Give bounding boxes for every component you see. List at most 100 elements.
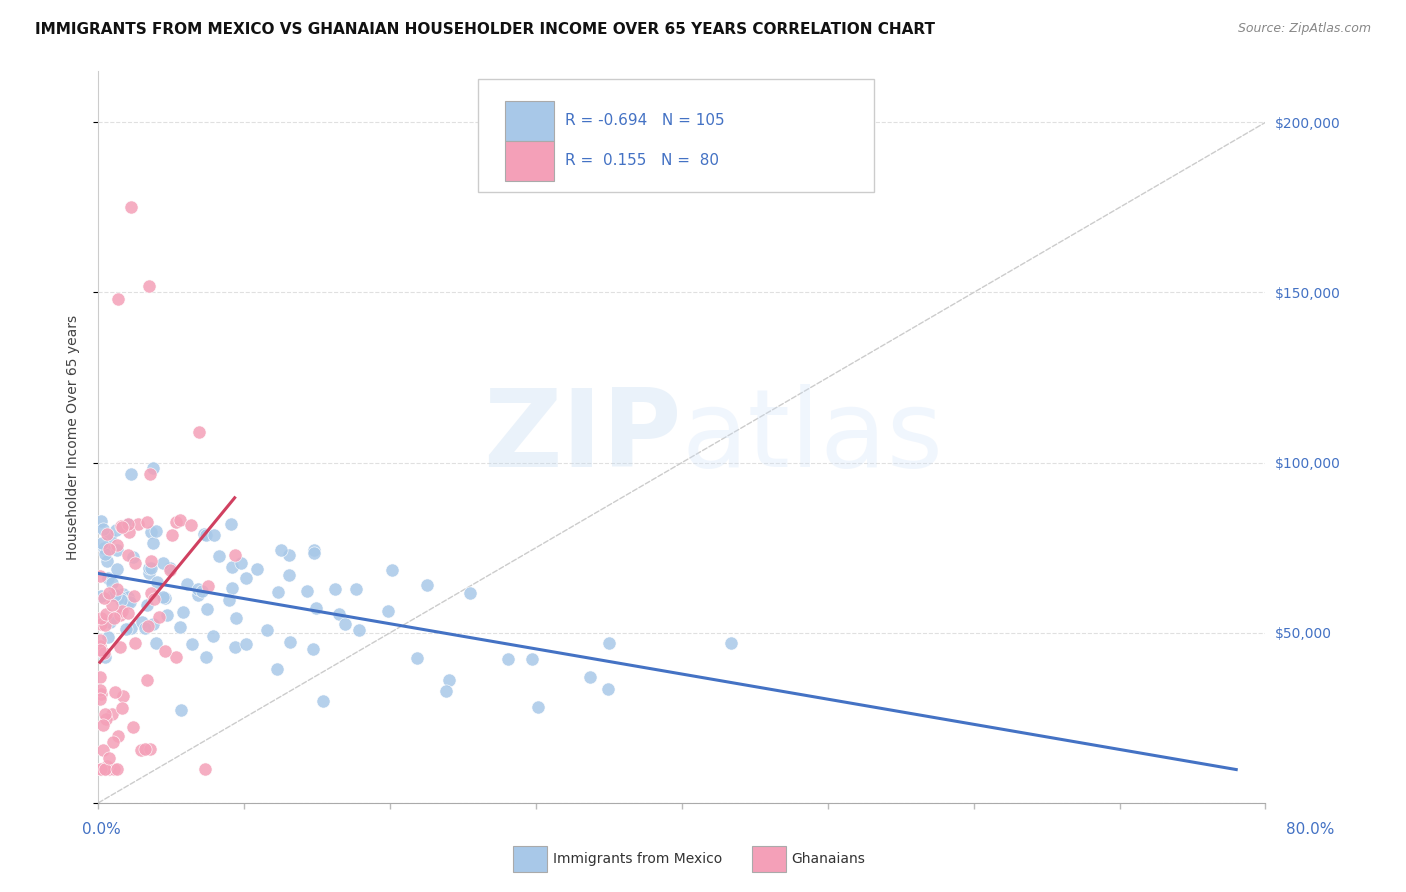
Point [97,630,120,644]
Point [135,599,157,613]
Point [91,522,114,536]
Point [127,517,149,532]
Point [105,762,128,776]
Point [93,591,115,605]
Point [221,517,243,532]
Point [122,589,145,603]
Point [596,682,619,697]
FancyBboxPatch shape [478,78,875,192]
Point [405,650,427,665]
Point [101,598,124,612]
Point [90,687,112,701]
Point [138,467,160,481]
Point [117,590,139,604]
Point [105,543,128,558]
Point [111,604,134,618]
Point [218,593,240,607]
Point [221,582,243,596]
Point [111,701,134,715]
Point [141,586,163,600]
Point [312,694,335,708]
Point [235,637,257,651]
Point [146,574,169,589]
Point [143,591,166,606]
Text: Ghanaians: Ghanaians [792,852,866,866]
Point [110,519,132,533]
Point [159,563,181,577]
Point [97,762,120,776]
Point [202,528,225,542]
Point [112,597,135,611]
Point [114,622,136,636]
Point [98,615,121,629]
Point [120,201,142,215]
Point [172,605,194,619]
Point [526,699,548,714]
Point [141,525,163,540]
Point [169,513,191,527]
Point [94,762,117,776]
Point [156,607,179,622]
Point [145,636,167,650]
Point [194,528,217,542]
Point [117,549,139,563]
Point [96,526,118,541]
Point [122,720,145,734]
Point [90,611,112,625]
Point [93,541,115,556]
Point [94,707,117,722]
Point [270,543,292,558]
Point [111,690,134,704]
Point [105,538,128,552]
Point [145,524,167,538]
Text: Immigrants from Mexico: Immigrants from Mexico [553,852,721,866]
Point [91,742,114,756]
Point [91,717,114,731]
Point [416,578,439,592]
Point [302,543,325,558]
Point [278,567,301,582]
Bar [505,141,554,181]
Point [333,616,356,631]
Point [138,561,160,575]
Point [94,547,117,561]
Point [169,620,191,634]
Text: R = -0.694   N = 105: R = -0.694 N = 105 [565,113,725,128]
Point [246,562,269,576]
Point [197,579,219,593]
Point [134,621,156,635]
Point [152,591,174,605]
Point [124,556,146,570]
Point [256,623,278,637]
Point [579,670,602,684]
Point [142,617,165,632]
Point [90,762,112,776]
Point [98,585,121,599]
Point [347,624,370,638]
Point [434,683,457,698]
Bar [505,101,554,141]
Point [221,559,243,574]
Point [103,762,125,776]
Point [267,585,290,599]
Point [105,582,128,597]
Point [191,584,214,599]
Point [101,734,124,748]
Text: R =  0.155   N =  80: R = 0.155 N = 80 [565,153,720,168]
Point [139,554,162,568]
Point [89,643,111,657]
Point [152,556,174,570]
Point [131,615,153,629]
Point [96,759,118,773]
Point [141,560,163,574]
Point [101,707,124,722]
Point [94,618,117,632]
Text: 0.0%: 0.0% [82,822,121,837]
Point [138,278,160,293]
Point [91,536,114,550]
Point [277,548,299,562]
Point [97,571,120,585]
Point [94,712,117,726]
Point [103,611,125,625]
Point [117,525,139,540]
